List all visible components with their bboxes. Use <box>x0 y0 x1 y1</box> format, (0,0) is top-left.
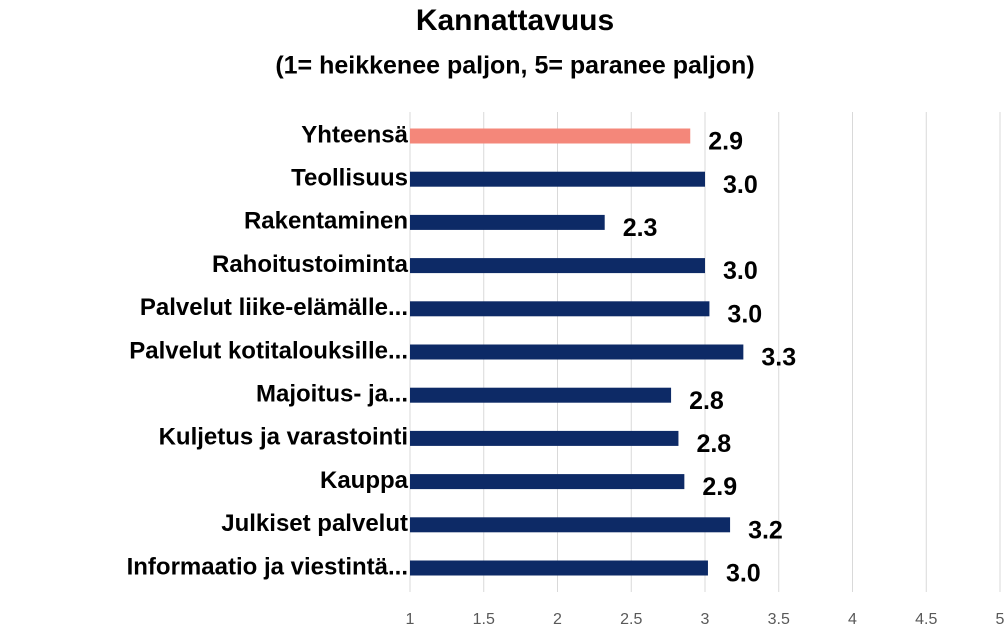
category-label: Kauppa <box>320 467 409 494</box>
category-label: Rakentaminen <box>244 208 408 235</box>
category-label: Julkiset palvelut <box>221 510 408 537</box>
data-label: 2.8 <box>696 430 731 458</box>
category-label: Yhteensä <box>301 121 408 148</box>
bar <box>410 128 691 144</box>
bar <box>410 301 710 317</box>
data-label: 3.2 <box>748 516 783 544</box>
x-tick-label: 4 <box>848 611 857 628</box>
data-label: 2.8 <box>689 387 724 415</box>
bar <box>410 474 685 490</box>
x-tick-label: 2 <box>553 611 562 628</box>
data-label: 3.3 <box>761 344 796 372</box>
data-label: 3.0 <box>727 300 762 328</box>
chart-title: Kannattavuus <box>416 4 614 37</box>
category-label: Rahoitustoiminta <box>212 251 409 278</box>
bar <box>410 258 705 274</box>
data-label: 2.9 <box>702 473 737 501</box>
x-tick-label: 5 <box>996 611 1005 628</box>
x-tick-label: 4.5 <box>915 611 937 628</box>
bar <box>410 517 731 533</box>
x-tick-label: 3 <box>701 611 710 628</box>
bar <box>410 171 705 187</box>
category-label: Kuljetus ja varastointi <box>159 424 408 451</box>
category-label: Teollisuus <box>291 165 408 192</box>
category-label: Informaatio ja viestintä... <box>127 553 408 580</box>
bar <box>410 214 605 230</box>
bar <box>410 344 744 360</box>
bar <box>410 387 672 403</box>
x-tick-label: 3.5 <box>768 611 790 628</box>
data-label: 3.0 <box>723 257 758 285</box>
x-tick-label: 1.5 <box>473 611 495 628</box>
category-label: Palvelut liike-elämälle... <box>140 294 408 321</box>
bar <box>410 430 679 446</box>
category-label: Palvelut kotitalouksille... <box>129 337 408 364</box>
data-label: 2.3 <box>623 214 658 242</box>
category-label: Majoitus- ja... <box>256 381 408 408</box>
chart-subtitle: (1= heikkenee paljon, 5= paranee paljon) <box>275 52 754 80</box>
bar <box>410 560 708 576</box>
data-label: 3.0 <box>723 171 758 199</box>
x-tick-label: 1 <box>406 611 415 628</box>
x-tick-label: 2.5 <box>620 611 642 628</box>
data-label: 3.0 <box>726 560 761 588</box>
data-label: 2.9 <box>708 128 743 156</box>
